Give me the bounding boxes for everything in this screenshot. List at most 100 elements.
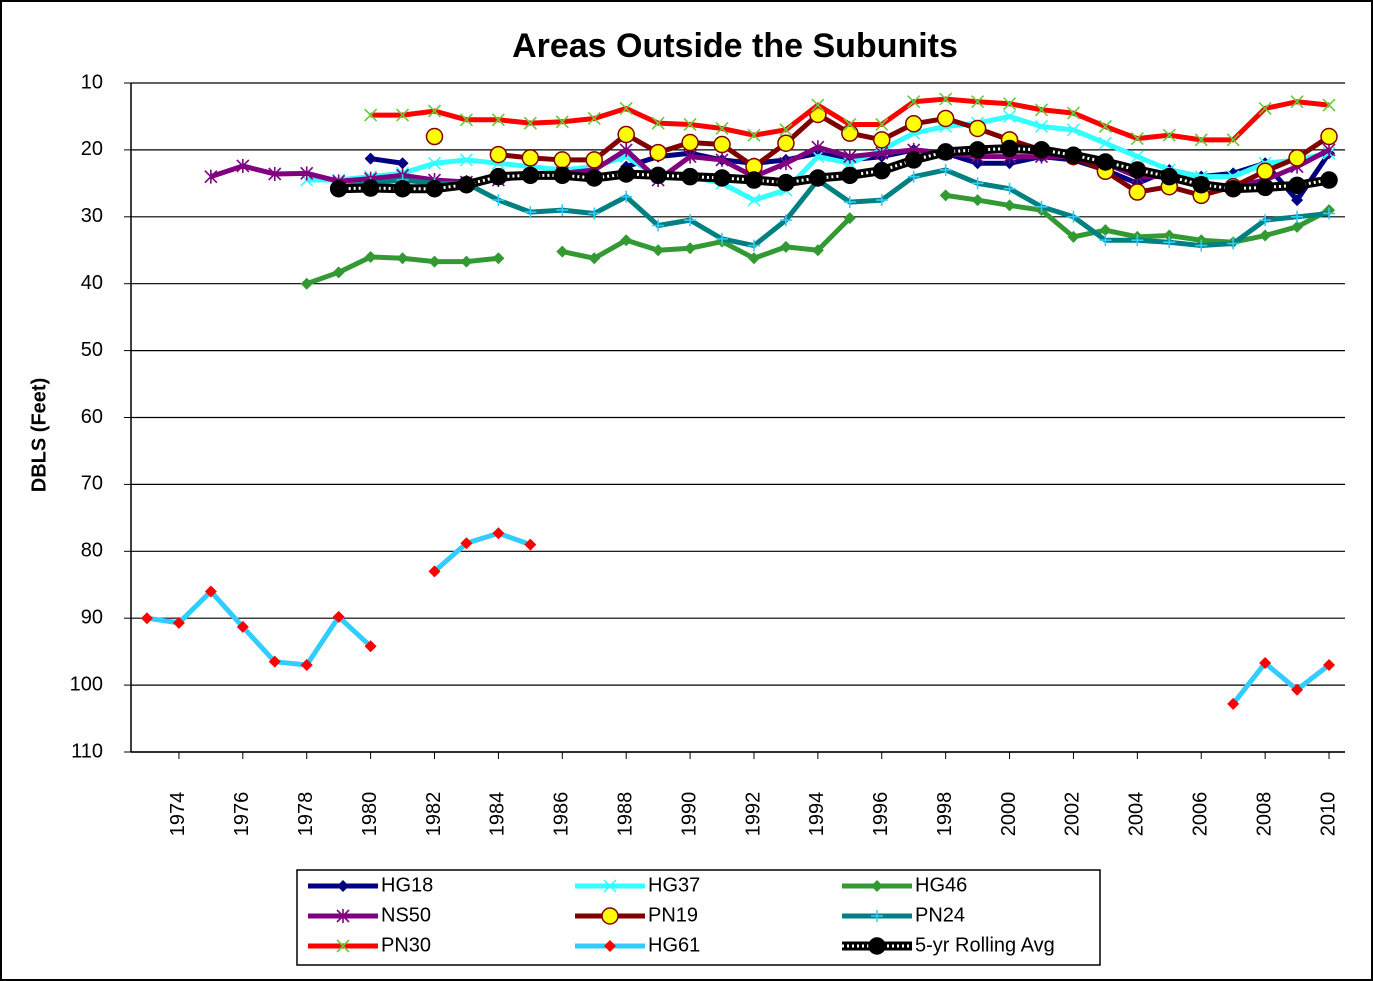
data-point [427,104,442,118]
data-point [1227,697,1240,710]
data-point [1288,149,1306,167]
y-tick-label: 90 [81,606,103,628]
x-tick-label: 1982 [423,792,445,837]
legend-marker [871,910,883,922]
y-tick-label: 20 [81,138,103,160]
data-point [1002,109,1017,124]
data-point [971,194,984,207]
legend-label: HG18 [381,874,433,896]
data-point [968,141,987,159]
data-point [460,255,473,268]
data-point [843,149,857,164]
legend-label: HG61 [648,934,700,956]
data-point [1066,106,1081,120]
data-point [651,116,665,130]
data-point [172,616,185,629]
data-point [1163,229,1176,242]
x-tick-label: 1980 [359,792,381,837]
x-tick-label: 2010 [1317,792,1339,837]
data-point [652,244,665,257]
data-point [585,169,603,187]
data-point [1288,176,1306,195]
y-tick-label: 100 [70,673,103,695]
data-point [809,169,827,187]
data-point [1096,153,1115,171]
data-point [1002,97,1017,111]
data-point [1130,131,1144,146]
data-point [939,163,952,176]
data-point [1322,98,1336,112]
data-point [361,179,380,197]
data-point [457,175,476,194]
legend-marker [871,880,883,892]
data-point [619,142,633,157]
data-point [521,149,540,167]
data-point [747,128,761,142]
data-point [747,252,760,265]
data-point [425,127,444,146]
data-point [971,177,984,190]
data-point [617,125,635,144]
data-point [1259,229,1272,242]
data-point [1323,207,1336,220]
data-point [1130,150,1144,164]
data-point [428,565,441,578]
data-point [875,194,888,207]
data-point [1192,175,1210,194]
data-point [428,255,441,268]
data-point [811,244,824,257]
data-point [843,196,856,209]
chart-title: Areas Outside the Subunits [512,27,958,65]
data-point [332,266,345,279]
y-tick-label: 10 [81,71,103,93]
legend-label: HG37 [648,874,700,896]
data-point [1256,178,1274,197]
data-point [524,538,537,551]
data-point [1259,214,1272,227]
data-point [459,153,474,167]
x-tick-label: 1996 [870,792,892,837]
data-point [489,167,508,186]
data-point [268,655,281,668]
data-point [652,219,665,232]
data-point [1291,210,1304,223]
data-point [396,252,409,265]
data-point [1066,123,1081,137]
y-tick-label: 40 [81,272,103,294]
data-point [907,170,920,183]
data-point [393,179,412,198]
legend-label: 5-yr Rolling Avg [915,934,1055,956]
data-point [779,214,792,227]
data-point [1163,236,1176,249]
legend-label: HG46 [915,874,967,896]
data-point [492,194,505,207]
data-point [556,245,569,258]
x-tick-label: 1976 [231,792,253,837]
x-tick-label: 1988 [614,792,636,837]
x-tick-label: 1974 [167,792,189,837]
data-point [1224,179,1242,198]
data-point [1032,141,1051,159]
data-point [1195,239,1208,252]
legend-marker [337,880,349,892]
data-point [364,108,378,122]
series-line [146,530,1331,706]
data-point [555,115,569,129]
data-point [140,612,153,625]
data-point [1131,234,1144,247]
data-point [971,95,985,109]
data-point [459,113,474,127]
x-tick-label: 1992 [742,792,764,837]
data-point [332,610,345,623]
data-point [684,214,697,227]
legend-marker [868,937,886,955]
data-point [875,117,889,132]
x-tick-label: 2006 [1190,792,1212,837]
legend-label: PN19 [648,904,698,926]
legend-label: PN30 [381,934,431,956]
data-point [745,171,763,189]
y-tick-label: 110 [71,740,103,762]
data-point [587,111,601,126]
data-point [779,123,793,137]
